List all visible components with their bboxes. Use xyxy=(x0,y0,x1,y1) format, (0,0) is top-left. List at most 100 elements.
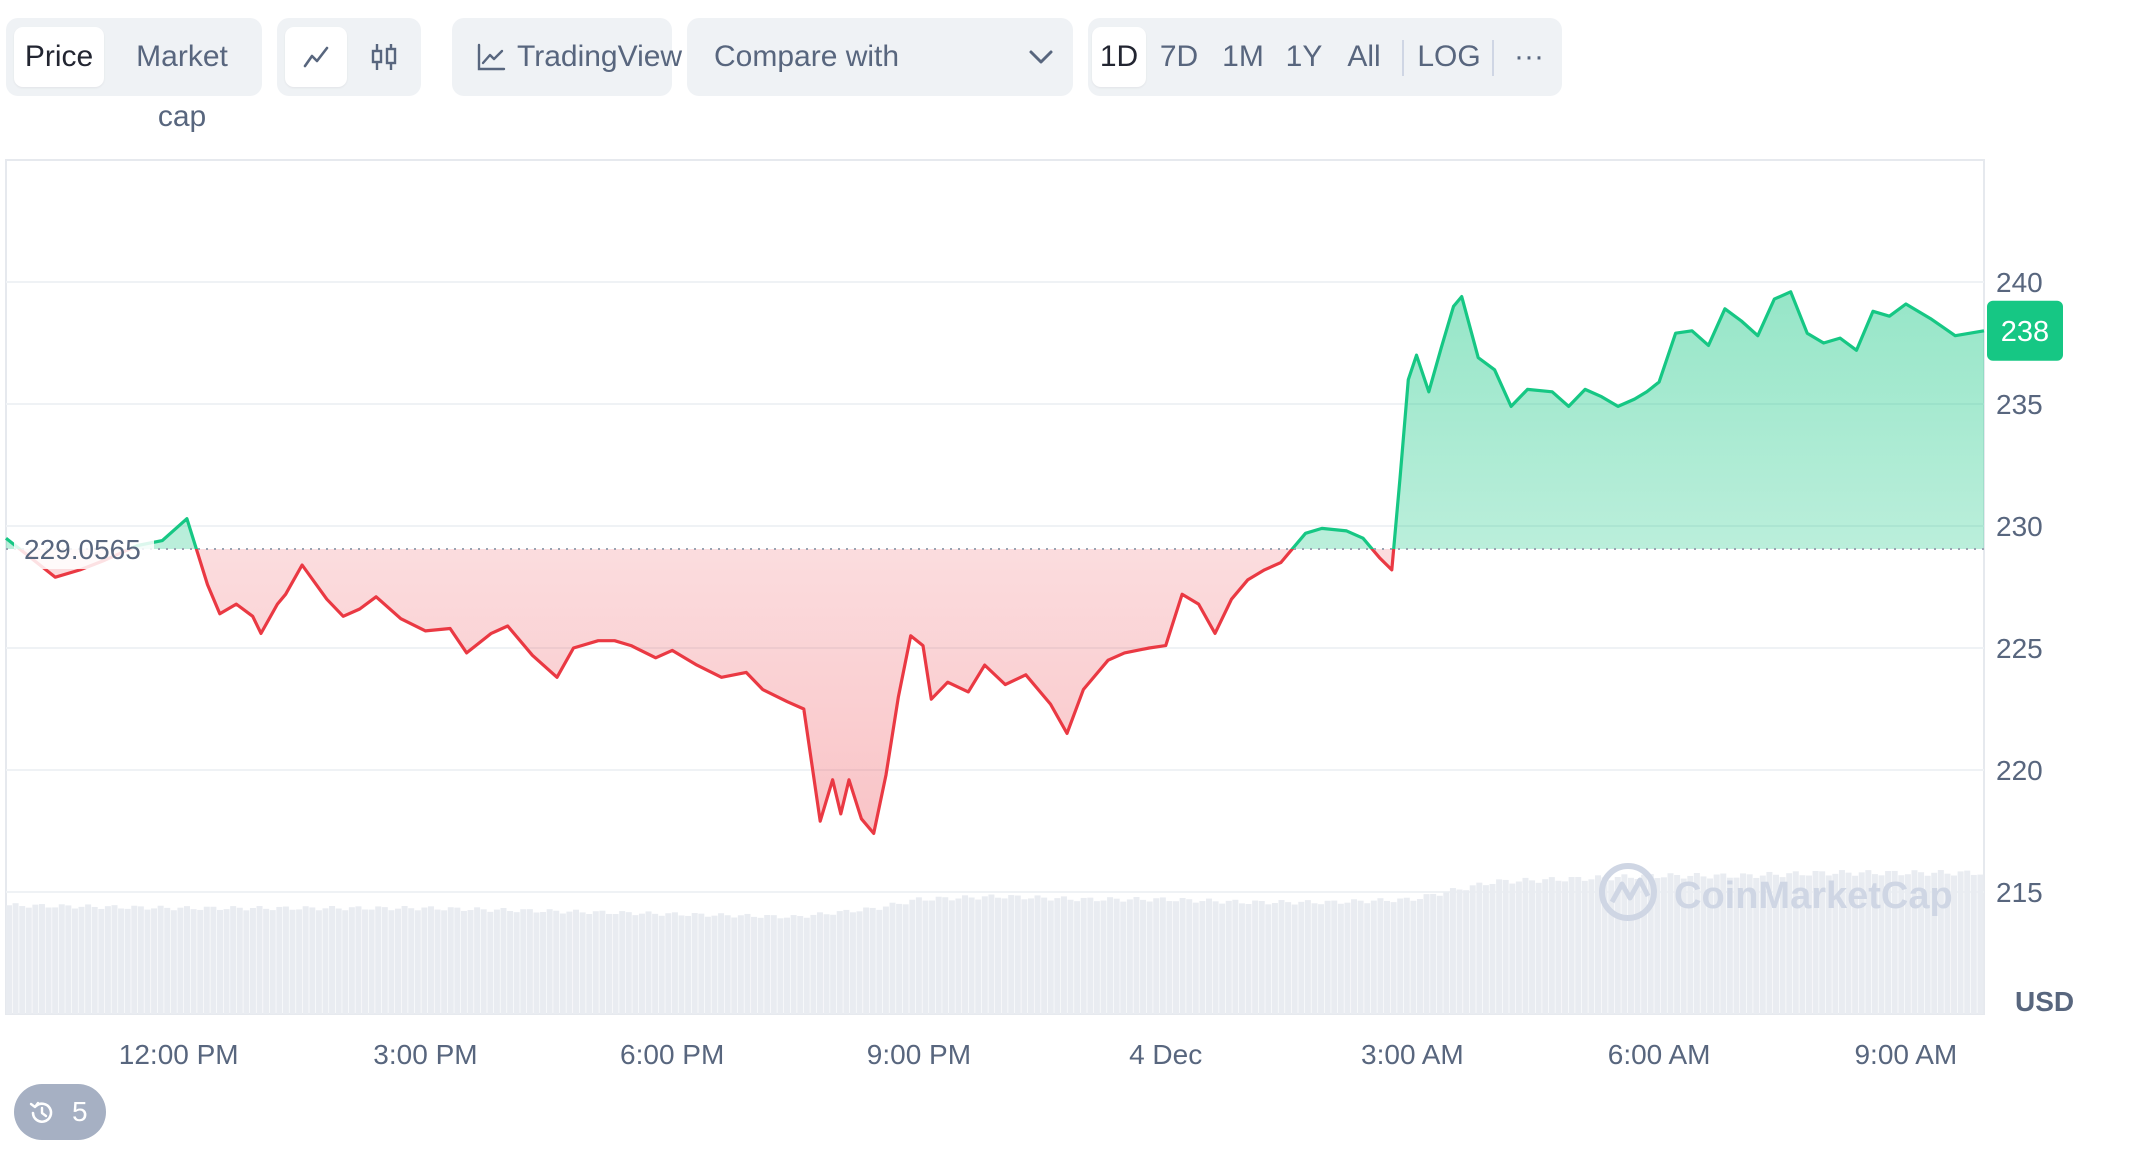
volume-bar xyxy=(1529,880,1536,1014)
volume-bar xyxy=(58,904,65,1014)
volume-bar xyxy=(1753,877,1760,1014)
volume-bar xyxy=(1759,875,1766,1014)
volume-bar xyxy=(388,910,395,1014)
candlestick-icon xyxy=(371,44,397,70)
more-options-button[interactable]: ··· xyxy=(1514,40,1544,73)
volume-bar xyxy=(1680,878,1687,1014)
volume-bar xyxy=(329,906,336,1014)
y-tick-label: 215 xyxy=(1996,877,2043,908)
line-chart-button[interactable] xyxy=(285,27,347,87)
volume-bar xyxy=(1641,874,1648,1014)
volume-bar xyxy=(1700,876,1707,1014)
volume-bar xyxy=(1225,900,1232,1014)
volume-bar xyxy=(32,904,39,1014)
volume-bar xyxy=(711,915,718,1014)
volume-bar xyxy=(1199,901,1206,1014)
volume-bar xyxy=(474,907,481,1014)
y-tick-label: 235 xyxy=(1996,389,2043,420)
volume-bar xyxy=(6,905,12,1014)
volume-bar xyxy=(1515,881,1522,1014)
volume-bar xyxy=(1463,890,1470,1014)
volume-bar xyxy=(1159,897,1166,1014)
range-all-button[interactable]: All xyxy=(1347,40,1381,73)
volume-bar xyxy=(78,906,85,1014)
y-tick-label: 225 xyxy=(1996,633,2043,664)
volume-bar xyxy=(375,906,382,1014)
volume-bar xyxy=(896,903,903,1014)
volume-bar xyxy=(52,907,59,1014)
volume-bar xyxy=(1885,871,1892,1014)
volume-bar xyxy=(467,910,474,1014)
compare-with-select[interactable]: Compare with xyxy=(687,18,1073,96)
volume-bar xyxy=(401,906,408,1014)
volume-bar xyxy=(1219,903,1226,1014)
volume-bar xyxy=(1212,901,1219,1014)
volume-bar xyxy=(724,915,731,1014)
volume-bar xyxy=(625,912,632,1014)
range-1d-button[interactable]: 1D xyxy=(1092,27,1146,87)
range-1m-button[interactable]: 1M xyxy=(1222,40,1264,73)
volume-bar xyxy=(1601,877,1608,1014)
volume-bar xyxy=(546,909,553,1014)
volume-bar xyxy=(685,915,692,1014)
tab-market-cap[interactable]: Market cap xyxy=(136,40,228,133)
volume-bar xyxy=(1786,873,1793,1014)
volume-bar xyxy=(1614,876,1621,1014)
volume-bar xyxy=(1245,903,1252,1014)
volume-bar xyxy=(1825,875,1832,1014)
volume-bar xyxy=(592,911,599,1014)
candlestick-button[interactable] xyxy=(353,27,415,87)
volume-bar xyxy=(1093,901,1100,1014)
volume-bar xyxy=(315,910,322,1014)
volume-bar xyxy=(935,896,942,1014)
volume-bar xyxy=(447,907,454,1014)
tab-price[interactable]: Price xyxy=(14,27,104,87)
volume-bar xyxy=(19,906,26,1014)
volume-bar xyxy=(342,910,349,1014)
volume-bar xyxy=(1436,895,1443,1014)
time-range-toggle: 1D 7D 1M 1Y All LOG ··· xyxy=(1088,18,1562,96)
volume-bar xyxy=(1476,882,1483,1014)
volume-bar xyxy=(414,910,421,1014)
range-7d-button[interactable]: 7D xyxy=(1159,40,1199,73)
volume-bar xyxy=(1594,875,1601,1014)
x-tick-label: 9:00 AM xyxy=(1854,1039,1957,1070)
volume-bar xyxy=(1562,881,1569,1014)
volume-bar xyxy=(764,914,771,1014)
volume-bar xyxy=(1773,874,1780,1014)
volume-bar xyxy=(843,909,850,1014)
volume-bar xyxy=(922,900,929,1014)
volume-bar xyxy=(269,910,276,1014)
volume-bar xyxy=(790,915,797,1014)
price-line-down xyxy=(17,549,1396,835)
log-scale-button[interactable]: LOG xyxy=(1417,40,1481,73)
x-tick-label: 6:00 PM xyxy=(620,1039,724,1070)
volume-bar xyxy=(757,917,764,1014)
toolbar-divider xyxy=(1402,40,1404,76)
volume-bar xyxy=(1318,904,1325,1014)
volume-bar xyxy=(955,898,962,1014)
volume-bar xyxy=(1779,877,1786,1014)
volume-bar xyxy=(1489,883,1496,1014)
volume-bar xyxy=(889,902,896,1014)
volume-bar xyxy=(1258,901,1265,1014)
volume-bar xyxy=(177,907,184,1014)
price-chart[interactable]: 240 235 230 225 220 215 229.0565 238 USD 12:00 PM… xyxy=(0,100,2137,1100)
volume-bar xyxy=(1397,898,1404,1014)
volume-bar xyxy=(737,915,744,1014)
volume-bar xyxy=(1805,875,1812,1014)
volume-bar xyxy=(1496,879,1503,1014)
volume-bar xyxy=(1067,899,1074,1014)
volume-bar xyxy=(929,900,936,1014)
volume-bar xyxy=(282,906,289,1014)
volume-bar xyxy=(355,906,362,1014)
baseline-label-bg xyxy=(14,529,154,570)
volume-bar xyxy=(151,908,158,1014)
volume-bar xyxy=(1285,902,1292,1014)
volume-bar xyxy=(256,906,263,1014)
volume-bar xyxy=(1384,900,1390,1014)
range-1y-button[interactable]: 1Y xyxy=(1285,40,1323,73)
volume-bar xyxy=(1113,898,1120,1014)
history-badge[interactable]: 5 xyxy=(14,1084,106,1140)
tradingview-button[interactable]: TradingView xyxy=(452,18,682,96)
